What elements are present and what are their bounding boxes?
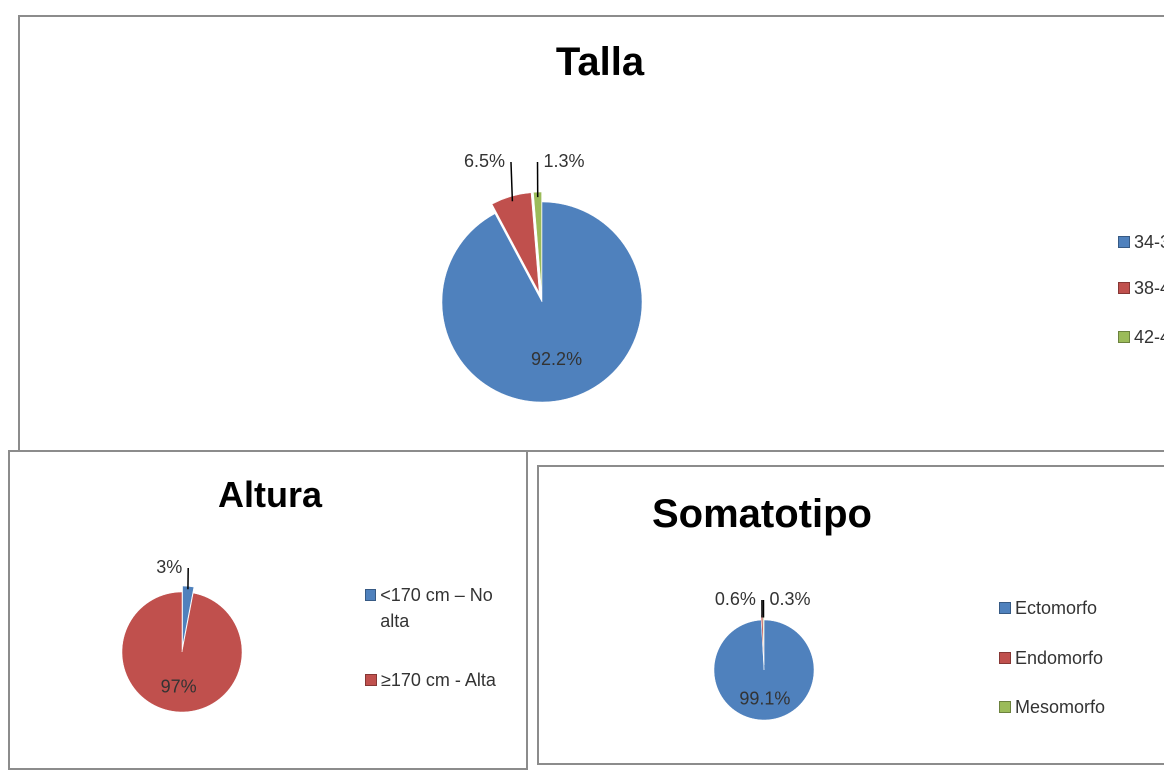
legend-item: 34-36 bbox=[1118, 229, 1164, 255]
chart-title: Somatotipo bbox=[652, 492, 872, 536]
legend-label: 34-36 bbox=[1134, 229, 1164, 255]
chart-panel: Altura 3% 97% <170 cm – No alta ≥170 cm - Al… bbox=[8, 450, 528, 770]
legend-swatch bbox=[999, 701, 1011, 713]
legend-label: Mesomorfo bbox=[1015, 694, 1105, 720]
legend-item: Endomorfo bbox=[999, 645, 1159, 671]
legend-label: Ectomorfo bbox=[1015, 595, 1097, 621]
data-label: 92.2% bbox=[531, 349, 582, 369]
legend-swatch bbox=[1118, 331, 1130, 343]
chart-title: Talla bbox=[556, 40, 645, 84]
legend-item: 42-44 bbox=[1118, 324, 1164, 350]
legend-item: Ectomorfo bbox=[999, 595, 1159, 621]
data-label: 0.6% bbox=[715, 589, 756, 609]
data-label: 1.3% bbox=[544, 151, 585, 171]
legend-item: <170 cm – No alta bbox=[365, 582, 515, 634]
leader-line bbox=[511, 162, 512, 201]
data-label: 6.5% bbox=[464, 151, 505, 171]
chart-panel: Talla 92.2% 6.5% 1.3% 34-36 38-40 42-44 bbox=[18, 15, 1164, 452]
legend-label: Endomorfo bbox=[1015, 645, 1103, 671]
data-label: 97% bbox=[161, 677, 197, 697]
legend-swatch bbox=[1118, 282, 1130, 294]
legend-swatch bbox=[365, 674, 377, 686]
data-label: 0.3% bbox=[769, 589, 810, 609]
pie-slice bbox=[442, 202, 642, 402]
legend-swatch bbox=[999, 652, 1011, 664]
legend-label: <170 cm – No alta bbox=[380, 582, 515, 634]
legend-item: 38-40 bbox=[1118, 275, 1164, 301]
chart-panel: Somatotipo 99.1% 0.6% 0.3% Ectomorfo Endomorf… bbox=[537, 465, 1164, 765]
chart: Talla 92.2% 6.5% 1.3% bbox=[20, 17, 1164, 452]
legend-item: Mesomorfo bbox=[999, 694, 1159, 720]
legend-swatch bbox=[365, 589, 376, 601]
legend-label: 42-44 bbox=[1134, 324, 1164, 350]
legend-item: ≥170 cm - Alta bbox=[365, 667, 515, 693]
data-label: 3% bbox=[156, 557, 182, 577]
legend-swatch bbox=[999, 602, 1011, 614]
legend-swatch bbox=[1118, 236, 1130, 248]
chart-title: Altura bbox=[218, 474, 323, 515]
legend-label: ≥170 cm - Alta bbox=[381, 667, 496, 693]
data-label: 99.1% bbox=[739, 689, 790, 709]
legend-label: 38-40 bbox=[1134, 275, 1164, 301]
